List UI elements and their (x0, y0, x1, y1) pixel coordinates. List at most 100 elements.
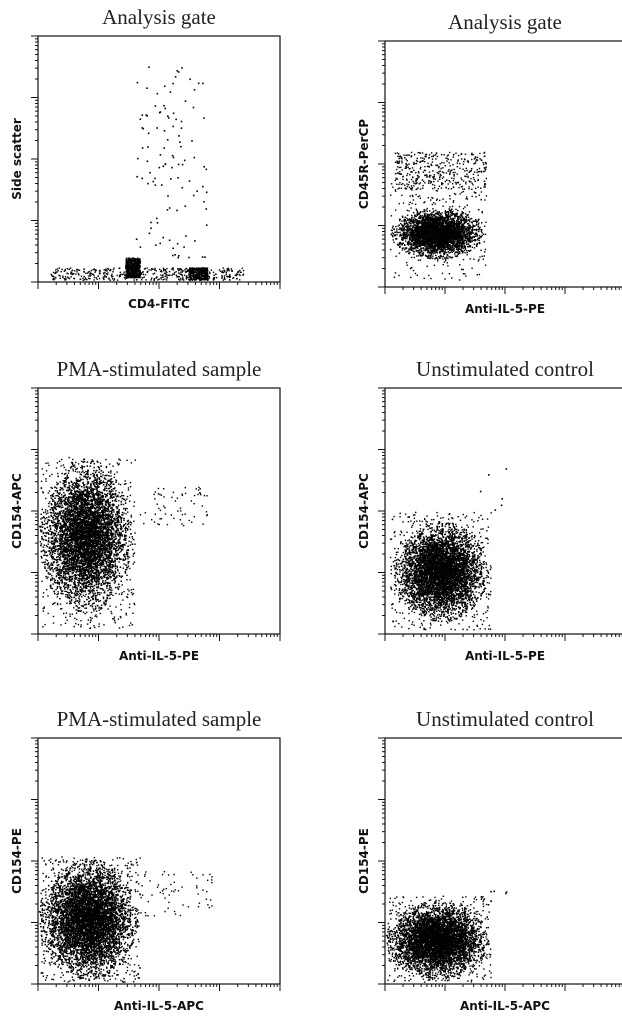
event-2256 (435, 256, 438, 259)
event-574 (133, 275, 135, 277)
event-1153 (198, 273, 200, 275)
event-1588 (415, 222, 417, 224)
event-1831 (460, 227, 462, 230)
event-942 (135, 266, 137, 268)
event-2982 (404, 226, 407, 228)
event-2617 (455, 225, 457, 228)
event-1013 (130, 267, 133, 270)
event-1331 (195, 270, 197, 272)
event-374 (181, 278, 183, 281)
event-3282 (416, 226, 418, 228)
event-2863 (453, 221, 456, 223)
event-8 (90, 269, 92, 272)
event-731 (461, 211, 463, 213)
event-2755 (438, 248, 440, 250)
event-956 (131, 257, 133, 259)
event-313 (226, 268, 228, 270)
event-2293 (425, 234, 427, 236)
event-1806 (403, 228, 406, 230)
event-167 (56, 271, 58, 273)
event-236 (432, 237, 435, 239)
event-154 (105, 276, 108, 278)
event-925 (131, 275, 133, 277)
event-1968 (446, 215, 448, 217)
event-314 (99, 269, 101, 272)
event-1011 (135, 276, 138, 278)
event-2247 (447, 236, 450, 238)
event-2479 (423, 222, 426, 225)
event-293 (223, 269, 225, 271)
event-2128 (471, 236, 473, 238)
event-1395 (447, 240, 449, 243)
event-1403 (410, 230, 413, 232)
event-951 (460, 242, 463, 244)
event-1317 (201, 274, 203, 276)
event-400 (227, 276, 229, 278)
event-2454 (456, 219, 458, 222)
event-2302 (440, 242, 442, 245)
event-1375 (191, 267, 194, 269)
event-1039 (132, 257, 134, 259)
event-1230 (199, 270, 201, 273)
event-342 (93, 279, 95, 281)
event-1643 (430, 247, 432, 249)
x-axis-label: CD4-FITC (128, 297, 190, 311)
event-12 (104, 275, 106, 277)
event-2217 (436, 211, 438, 213)
event-1419 (177, 177, 179, 179)
event-2511 (435, 217, 437, 219)
event-1637 (449, 246, 451, 248)
event-42 (225, 272, 227, 274)
event-1422 (166, 209, 169, 211)
event-434 (178, 268, 180, 270)
event-396 (181, 276, 184, 278)
event-2538 (471, 228, 474, 230)
event-281 (223, 275, 226, 277)
event-937 (125, 259, 127, 262)
event-2335 (422, 237, 424, 239)
event-165 (179, 273, 181, 275)
event-1049 (126, 264, 128, 266)
event-1947 (403, 229, 406, 231)
event-377 (223, 278, 225, 280)
event-2236 (439, 245, 442, 247)
event-2440 (409, 233, 412, 236)
event-3027 (391, 229, 393, 232)
event-44 (175, 274, 178, 276)
event-253 (113, 267, 115, 269)
event-1537 (477, 237, 479, 239)
event-1501 (156, 127, 158, 129)
event-1487 (177, 71, 180, 73)
event-1168 (455, 255, 458, 258)
event-897 (420, 239, 422, 241)
event-1007 (126, 274, 129, 277)
event-1222 (438, 217, 440, 219)
event-283 (104, 271, 106, 274)
event-385 (180, 271, 182, 273)
event-2481 (435, 219, 437, 221)
event-1420 (203, 201, 205, 203)
event-1303 (425, 209, 427, 211)
event-1457 (141, 127, 144, 129)
event-2489 (434, 241, 436, 244)
event-3262 (474, 220, 476, 222)
event-2606 (434, 248, 436, 251)
event-1189 (195, 267, 197, 270)
event-2193 (433, 213, 436, 216)
event-366 (221, 277, 223, 279)
event-1001 (432, 249, 435, 251)
event-3297 (436, 239, 438, 242)
event-1423 (166, 139, 169, 141)
event-3276 (421, 232, 423, 235)
event-2488 (457, 235, 459, 238)
event-1350 (205, 268, 207, 270)
event-317 (468, 241, 470, 243)
event-1456 (455, 243, 457, 245)
event-1531 (434, 239, 437, 241)
event-35 (154, 269, 156, 271)
event-1339 (191, 272, 193, 274)
event-182 (103, 276, 106, 278)
event-990 (137, 259, 139, 262)
plot-title: Analysis gate (102, 5, 216, 29)
event-2452 (428, 233, 430, 235)
